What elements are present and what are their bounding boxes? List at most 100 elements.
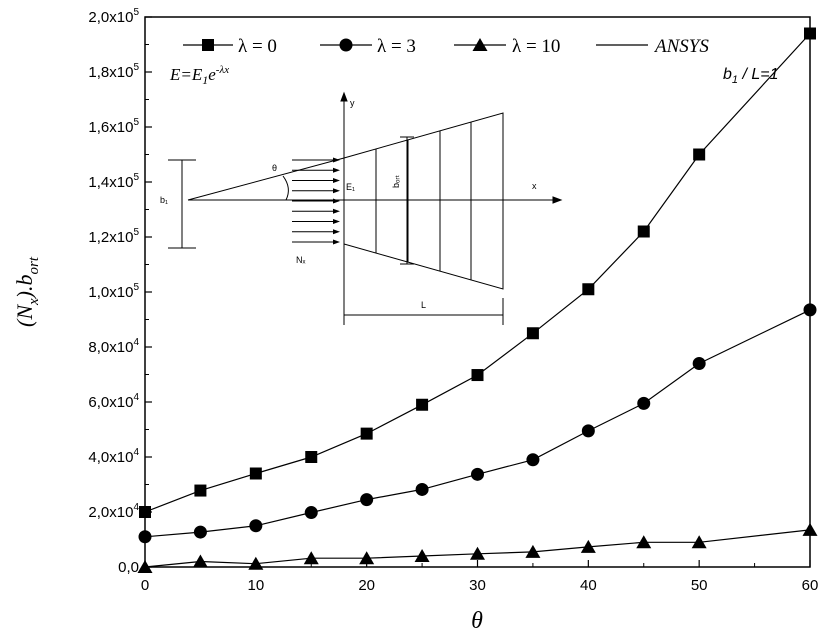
data-point-square: [582, 283, 595, 296]
inset-label-y: y: [350, 98, 355, 108]
y-tick-label: 1,2x105: [88, 227, 139, 246]
inset-load-arrows: [292, 157, 340, 245]
legend-marker-square: [202, 39, 214, 51]
y-tick-label: 6,0x104: [88, 392, 139, 411]
x-tick-label: 50: [691, 577, 708, 594]
data-point-triangle: [802, 522, 818, 536]
legend-item-lambda-3: λ = 3: [320, 36, 416, 57]
data-point-triangle: [470, 546, 485, 560]
legend-label-ansys: ANSYS: [653, 36, 709, 57]
data-point-square: [526, 327, 539, 340]
x-axis-ticks: 0 10 20 30 40 50 60: [141, 560, 818, 594]
y-tick-label: 1,8x105: [88, 62, 139, 81]
x-axis-title: θ: [471, 608, 483, 634]
data-point-circle: [304, 506, 318, 520]
series-layer: [137, 27, 818, 573]
inset-angle-arc: [282, 175, 289, 201]
legend-marker-circle: [339, 38, 353, 52]
legend-item-lambda-0: λ = 0: [183, 36, 277, 57]
x-tick-label: 40: [580, 577, 597, 594]
data-point-square: [804, 27, 816, 40]
inset-label-x: x: [532, 181, 537, 191]
data-point-triangle: [636, 535, 652, 549]
inset-y-arrowhead: [340, 91, 348, 102]
data-point-circle: [249, 519, 263, 533]
legend: λ = 0 λ = 3 λ = 10 ANSYS: [183, 36, 709, 57]
y-tick-label: 2,0x104: [88, 502, 139, 521]
inset-label-Nx: Nₓ: [296, 255, 305, 265]
y-tick-label: 1,0x105: [88, 282, 139, 301]
data-point-triangle: [137, 560, 153, 573]
load-arrowhead: [333, 167, 340, 173]
inset-label-b1: b₁: [160, 195, 168, 205]
x-tick-label: 20: [358, 577, 375, 594]
legend-label-lambda-0: λ = 0: [238, 36, 277, 57]
y-tick-label: 1,4x105: [88, 172, 139, 191]
data-point-triangle: [414, 549, 430, 562]
load-arrowhead: [333, 188, 340, 194]
data-point-triangle: [248, 556, 264, 570]
x-tick-label: 30: [469, 577, 486, 594]
data-point-circle: [803, 303, 817, 317]
data-point-triangle: [525, 544, 541, 558]
data-point-circle: [692, 357, 706, 370]
x-tick-label: 10: [247, 577, 264, 594]
data-point-circle: [360, 493, 374, 507]
data-point-square: [305, 451, 318, 463]
data-point-square: [637, 225, 650, 238]
series-1: [138, 303, 817, 544]
load-arrowhead: [333, 208, 340, 214]
data-point-circle: [193, 525, 207, 539]
load-arrowhead: [333, 229, 340, 235]
x-tick-label: 0: [141, 577, 149, 594]
legend-item-lambda-10: λ = 10: [454, 36, 560, 57]
inset-label-bort: bₒᵣₜ: [391, 174, 401, 188]
modulus-formula: E=E1e-λx: [169, 64, 229, 87]
y-axis-title: (Nx).bort: [12, 256, 42, 327]
inset-trapezoid: [343, 112, 504, 290]
series-line: [144, 33, 811, 513]
series-line: [144, 529, 811, 568]
legend-item-ansys: ANSYS: [596, 36, 709, 57]
data-point-circle: [581, 424, 595, 438]
plot-frame: [144, 16, 811, 568]
y-axis-ticks: 0,0 2,0x104 4,0x104 6,0x104 8,0x104 1,0x105 1,…: [88, 7, 152, 576]
data-point-triangle: [303, 551, 319, 565]
load-arrowhead: [333, 219, 340, 224]
y-tick-label: 1,6x105: [88, 117, 139, 136]
data-point-square: [249, 467, 262, 480]
data-point-circle: [138, 530, 152, 544]
data-point-triangle: [691, 535, 707, 549]
legend-label-lambda-3: λ = 3: [377, 36, 416, 57]
inset-schematic: [168, 91, 563, 325]
data-point-square: [194, 484, 207, 497]
series-line: [144, 309, 811, 538]
series-2: [137, 522, 818, 573]
load-arrowhead: [333, 239, 340, 245]
data-point-circle: [637, 396, 651, 410]
data-point-square: [693, 148, 706, 161]
data-point-square: [139, 506, 151, 518]
series-0: [139, 27, 816, 518]
y-tick-label: 0,0: [118, 559, 139, 576]
y-tick-label: 4,0x104: [88, 447, 139, 466]
legend-label-lambda-10: λ = 10: [512, 36, 560, 57]
y-tick-label: 2,0x105: [88, 7, 139, 26]
load-arrowhead: [333, 198, 340, 204]
data-point-triangle: [192, 554, 208, 568]
data-point-circle: [526, 453, 540, 467]
inset-label-E1: E₁: [346, 182, 355, 192]
data-point-circle: [415, 482, 429, 496]
data-point-square: [416, 398, 429, 411]
ratio-annotation: b1 / L=1: [723, 66, 779, 86]
y-tick-label: 8,0x104: [88, 337, 139, 356]
data-point-square: [360, 427, 373, 440]
data-point-square: [471, 369, 484, 382]
inset-angle-line: [187, 157, 345, 201]
data-point-triangle: [359, 551, 375, 565]
data-point-triangle: [580, 539, 596, 553]
data-point-circle: [471, 467, 484, 481]
inset-label-L: L: [421, 300, 426, 310]
legend-marker-triangle: [472, 38, 488, 51]
